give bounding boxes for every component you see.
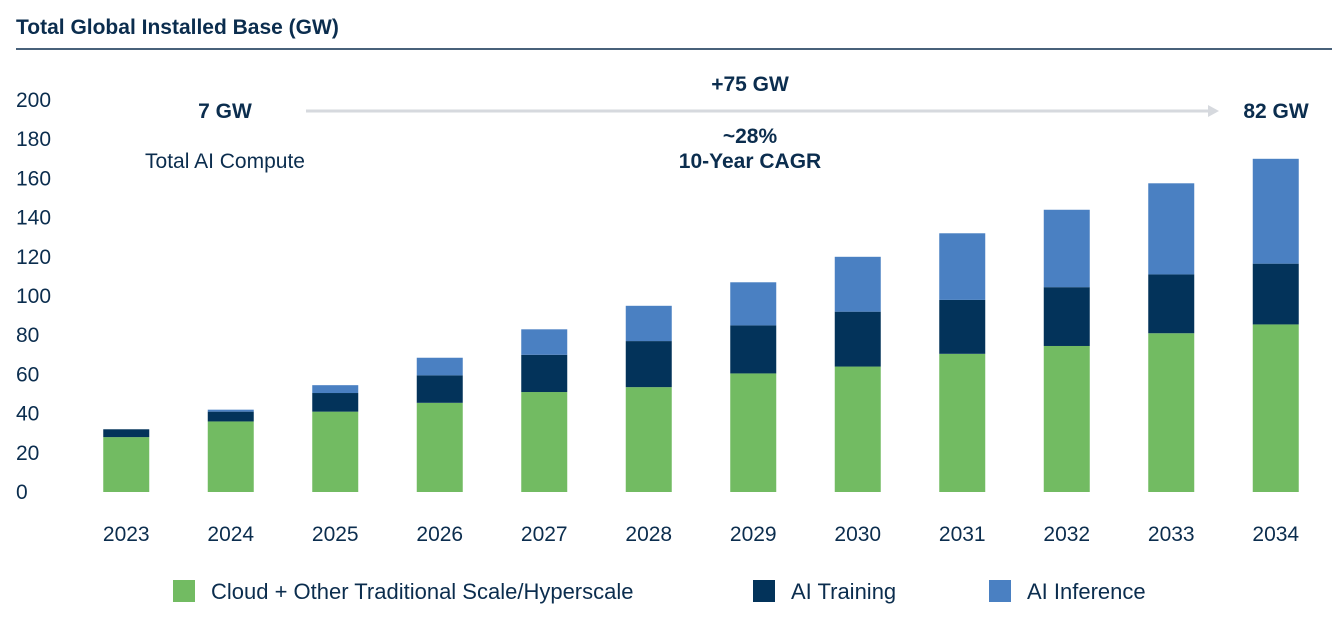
legend-swatch <box>173 580 195 602</box>
start-value-label: 7 GW <box>198 100 252 123</box>
bar-segment-ai-inference <box>1148 183 1195 275</box>
bar-segment-ai-inference <box>625 305 672 342</box>
y-tick-label: 20 <box>16 442 39 465</box>
y-tick-label: 60 <box>16 363 39 386</box>
bar-segment-ai-training <box>939 299 986 354</box>
x-tick-label: 2032 <box>1043 523 1090 546</box>
y-tick-label: 80 <box>16 324 39 347</box>
cagr-value-label: ~28% <box>723 125 778 148</box>
x-tick-label: 2023 <box>103 523 150 546</box>
x-tick-label: 2025 <box>312 523 359 546</box>
bar-segment-ai-training <box>1043 287 1090 346</box>
bar-segment-cloud <box>625 387 672 492</box>
y-tick-label: 100 <box>16 285 51 308</box>
legend-label: AI Training <box>791 579 896 604</box>
y-tick-label: 140 <box>16 207 51 230</box>
y-axis: 0 20 40 60 80 100 120 140 160 180 200 <box>16 89 51 504</box>
y-tick-label: 200 <box>16 89 51 112</box>
x-tick-label: 2030 <box>834 523 881 546</box>
annotations: 7 GW Total AI Compute +75 GW 82 GW ~28% … <box>145 73 1309 173</box>
y-tick-label: 160 <box>16 167 51 190</box>
bar-segment-ai-training <box>416 375 463 403</box>
x-tick-label: 2027 <box>521 523 568 546</box>
chart-title: Total Global Installed Base (GW) <box>16 16 339 39</box>
bar-segment-cloud <box>207 421 254 492</box>
bar-segment-ai-training <box>1252 263 1299 325</box>
growth-arrow <box>306 105 1219 117</box>
y-tick-label: 0 <box>16 481 28 504</box>
bar-segment-ai-inference <box>521 329 568 355</box>
bar-segment-cloud <box>521 392 568 492</box>
bar-segment-ai-inference <box>834 256 881 312</box>
bar-segment-ai-training <box>834 311 881 367</box>
x-tick-label: 2031 <box>939 523 986 546</box>
bar-segment-ai-training <box>1148 274 1195 334</box>
y-tick-label: 120 <box>16 246 51 269</box>
bar-segment-cloud <box>1043 345 1090 492</box>
y-tick-label: 40 <box>16 403 39 426</box>
bar-segment-cloud <box>416 402 463 492</box>
legend-label: Cloud + Other Traditional Scale/Hypersca… <box>211 579 634 604</box>
x-tick-label: 2028 <box>625 523 672 546</box>
bar-segment-ai-training <box>312 393 359 412</box>
bar-segment-ai-training <box>103 429 150 438</box>
bar-segment-cloud <box>834 366 881 492</box>
x-tick-label: 2029 <box>730 523 777 546</box>
y-tick-label: 180 <box>16 128 51 151</box>
growth-label: +75 GW <box>711 73 789 96</box>
bar-segment-cloud <box>1148 333 1195 492</box>
x-tick-label: 2024 <box>207 523 254 546</box>
bar-segment-ai-inference <box>939 233 986 300</box>
bar-segment-cloud <box>103 437 150 492</box>
bar-segment-ai-inference <box>1252 158 1299 264</box>
end-value-label: 82 GW <box>1243 100 1309 123</box>
legend-swatch <box>753 580 775 602</box>
bars <box>103 158 1299 492</box>
bar-segment-cloud <box>1252 324 1299 492</box>
bar-segment-ai-training <box>730 325 777 374</box>
x-tick-label: 2026 <box>416 523 463 546</box>
bar-segment-ai-inference <box>416 357 463 376</box>
bar-segment-ai-inference <box>312 385 359 394</box>
bar-segment-ai-inference <box>1043 209 1090 288</box>
cagr-caption-label: 10-Year CAGR <box>679 150 821 173</box>
bar-segment-ai-training <box>521 354 568 393</box>
legend-swatch <box>989 580 1011 602</box>
bar-segment-cloud <box>939 353 986 492</box>
legend: Cloud + Other Traditional Scale/Hypersca… <box>173 579 1146 604</box>
legend-label: AI Inference <box>1027 579 1146 604</box>
x-tick-label: 2034 <box>1252 523 1299 546</box>
start-subtitle-label: Total AI Compute <box>145 150 305 173</box>
bar-segment-ai-inference <box>207 409 254 412</box>
bar-segment-ai-inference <box>730 282 777 326</box>
bar-segment-ai-training <box>207 411 254 422</box>
bar-segment-cloud <box>312 411 359 492</box>
bar-segment-cloud <box>730 373 777 492</box>
x-axis: 2023 2024 2025 2026 2027 2028 2029 2030 2031 2032… <box>103 523 1300 546</box>
bar-segment-ai-training <box>625 341 672 388</box>
x-tick-label: 2033 <box>1148 523 1195 546</box>
